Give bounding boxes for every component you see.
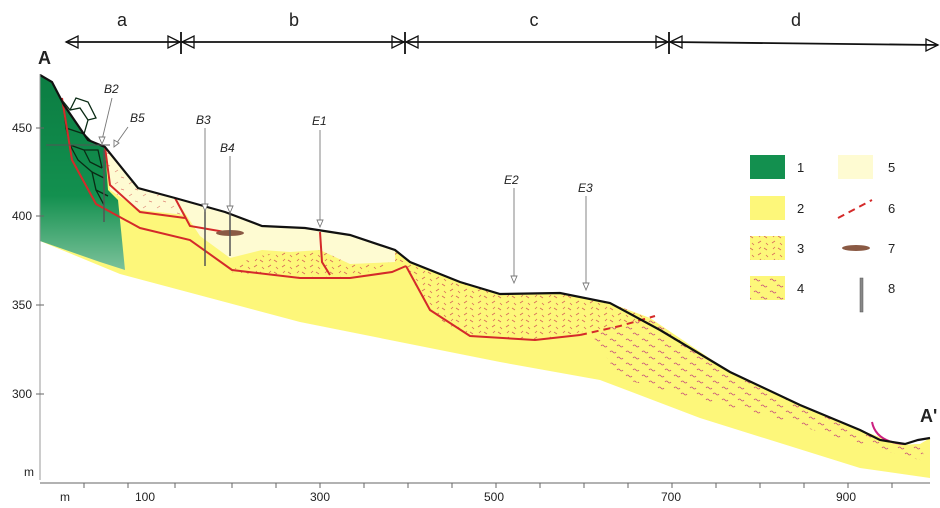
y-tick-450: 450 xyxy=(12,121,32,135)
borehole-label-b2: B2 xyxy=(104,82,119,96)
borehole-label-e3: E3 xyxy=(578,181,593,195)
x-axis-unit: m xyxy=(60,490,70,504)
zone-label-b: b xyxy=(289,10,299,30)
legend-swatch-4 xyxy=(750,276,785,300)
borehole-label-e1: E1 xyxy=(312,114,327,128)
zone-label-a: a xyxy=(117,10,128,30)
legend-swatch-3 xyxy=(750,236,785,260)
ground-surface xyxy=(39,74,931,446)
legend-label-8: 8 xyxy=(888,281,895,296)
zone-arrowheads xyxy=(64,34,940,53)
legend: 1 2 3 4 5 6 7 8 xyxy=(750,155,895,313)
wavy-unit-zone-d xyxy=(590,318,928,462)
legend-label-1: 1 xyxy=(797,160,804,175)
legend-swatch-7 xyxy=(842,245,870,251)
zone-label-d: d xyxy=(791,10,801,30)
x-tick-900: 900 xyxy=(836,490,856,504)
borehole-label-e2: E2 xyxy=(504,173,519,187)
legend-swatch-2 xyxy=(750,196,785,220)
legend-label-4: 4 xyxy=(797,281,804,296)
geologic-section xyxy=(39,74,931,478)
x-tick-100: 100 xyxy=(135,490,155,504)
borehole-label-b3: B3 xyxy=(196,113,211,127)
inferred-boundary xyxy=(579,315,656,336)
legend-swatch-8 xyxy=(859,277,864,313)
legend-label-2: 2 xyxy=(797,201,804,216)
zone-dimension-lines xyxy=(66,32,939,54)
legend-label-7: 7 xyxy=(888,241,895,256)
y-axis-unit: m xyxy=(24,465,34,479)
dashed-unit-zone-c xyxy=(404,262,650,340)
legend-label-5: 5 xyxy=(888,160,895,175)
borehole-label-b5: B5 xyxy=(130,111,145,125)
legend-swatch-1 xyxy=(750,155,785,179)
legend-label-6: 6 xyxy=(888,201,895,216)
borehole-label-b4: B4 xyxy=(220,141,235,155)
unit-boundaries xyxy=(61,97,581,342)
y-tick-350: 350 xyxy=(12,298,32,312)
legend-swatch-5 xyxy=(838,155,873,179)
profile-end-label: A' xyxy=(920,406,937,426)
y-tick-300: 300 xyxy=(12,387,32,401)
x-tick-500: 500 xyxy=(484,490,504,504)
y-tick-400: 400 xyxy=(12,209,32,223)
zone-label-c: c xyxy=(530,10,539,30)
borehole-columns xyxy=(103,150,231,266)
y-axis xyxy=(36,74,44,480)
borehole-markers xyxy=(98,97,590,292)
legend-label-3: 3 xyxy=(797,241,804,256)
x-axis xyxy=(40,482,930,488)
x-tick-300: 300 xyxy=(310,490,330,504)
legend-swatch-6 xyxy=(837,199,873,219)
x-tick-700: 700 xyxy=(661,490,681,504)
profile-start-label: A xyxy=(38,48,51,68)
